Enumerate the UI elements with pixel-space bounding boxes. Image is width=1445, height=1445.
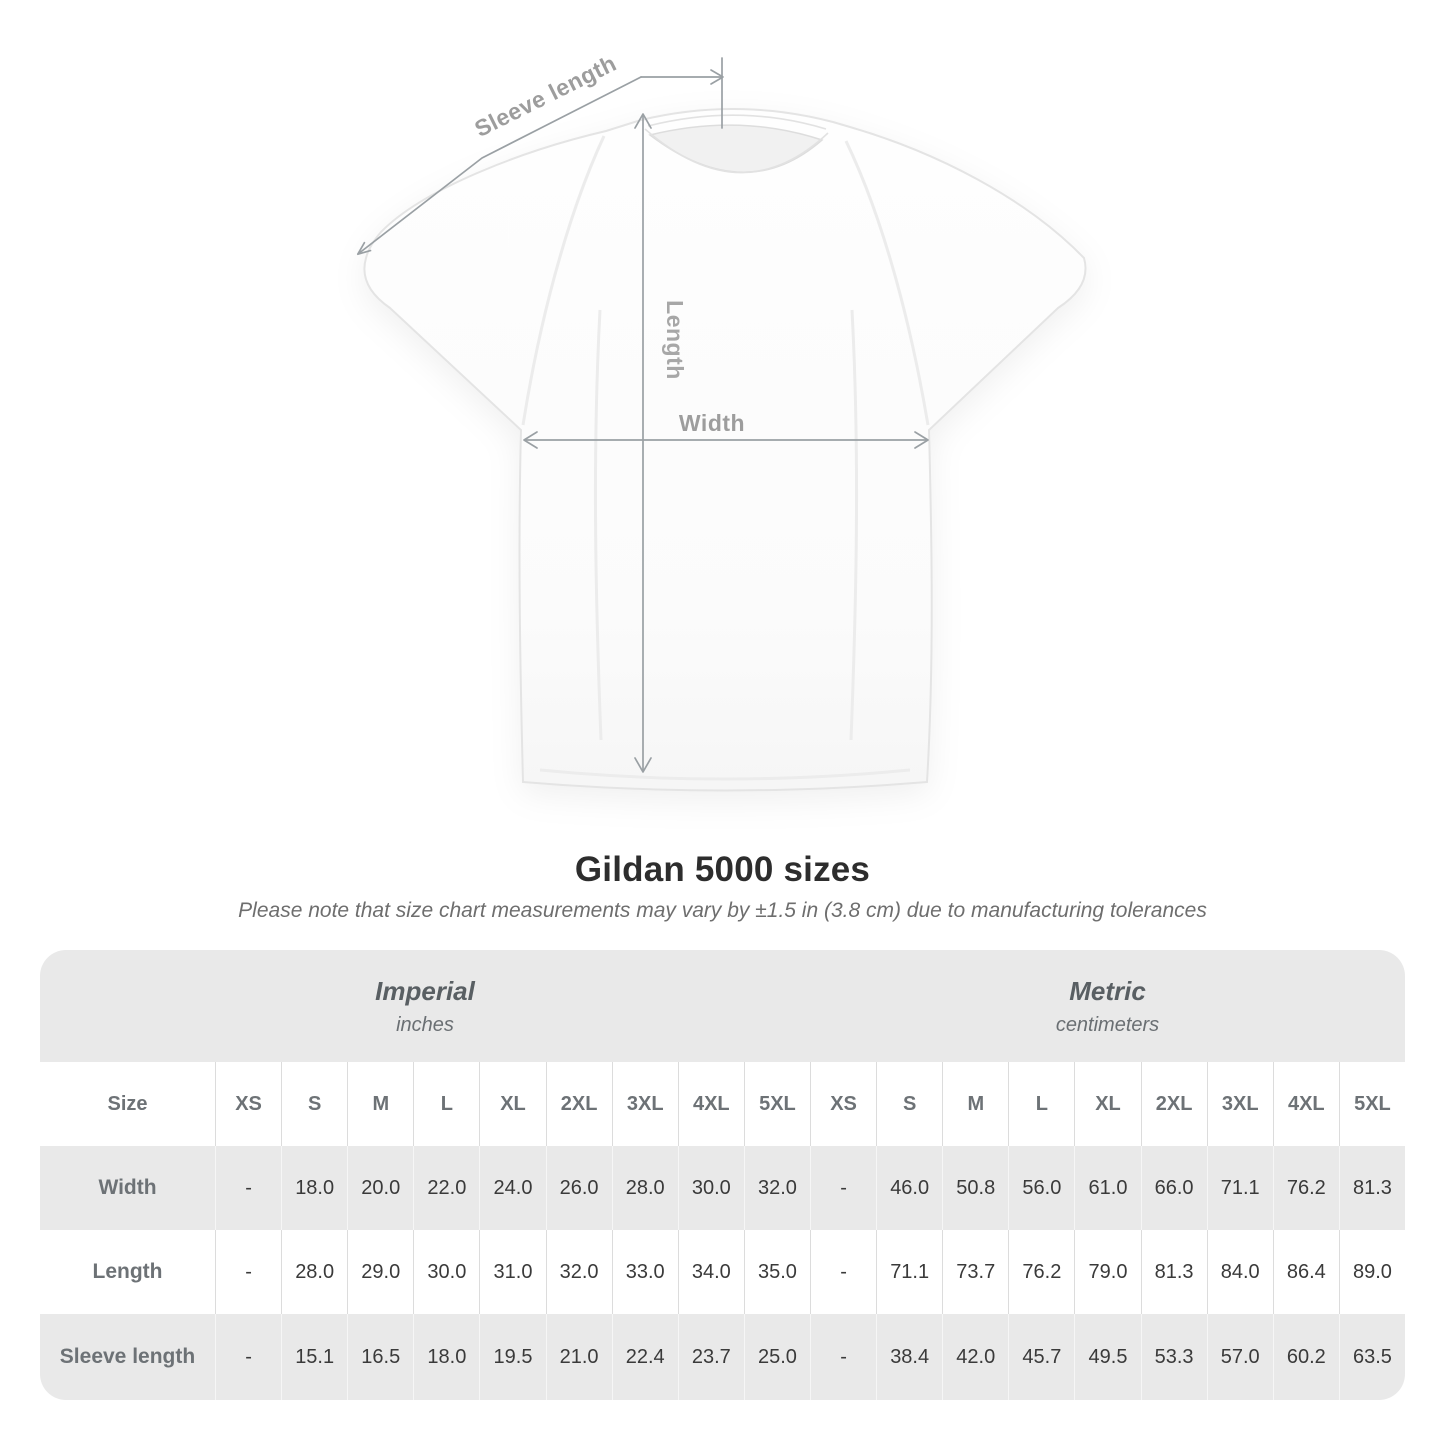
- size-header-cell: 3XL: [611, 1062, 678, 1146]
- value-cell: 66.0: [1140, 1146, 1207, 1230]
- value-cell: 22.4: [611, 1314, 678, 1400]
- value-cell: 45.7: [1008, 1314, 1075, 1400]
- value-cell: 31.0: [479, 1230, 546, 1314]
- value-cell: 18.0: [281, 1146, 348, 1230]
- length-arrow: [634, 113, 652, 773]
- sleeve-length-arrow: [356, 57, 724, 256]
- value-cell: 29.0: [347, 1230, 414, 1314]
- tshirt-graphic: [363, 108, 1087, 792]
- value-cell: -: [215, 1146, 282, 1230]
- value-cell: 81.3: [1338, 1146, 1405, 1230]
- value-cell: 89.0: [1338, 1230, 1405, 1314]
- size-header-cell: XL: [479, 1062, 546, 1146]
- size-column-header: Size: [40, 1062, 215, 1146]
- value-cell: 63.5: [1338, 1314, 1405, 1400]
- size-header-cell: M: [347, 1062, 414, 1146]
- value-cell: 38.4: [876, 1314, 943, 1400]
- value-cell: 81.3: [1140, 1230, 1207, 1314]
- value-cell: -: [810, 1314, 877, 1400]
- value-cell: 26.0: [545, 1146, 612, 1230]
- section-name: Metric: [1069, 975, 1146, 1006]
- value-cell: 79.0: [1074, 1230, 1141, 1314]
- width-label: Width: [679, 410, 745, 436]
- value-cell: 76.2: [1272, 1146, 1339, 1230]
- size-header-cell: S: [281, 1062, 348, 1146]
- size-header-cell: L: [1008, 1062, 1075, 1146]
- size-header-cell: M: [942, 1062, 1009, 1146]
- size-header-cell: 2XL: [545, 1062, 612, 1146]
- value-cell: 32.0: [743, 1146, 810, 1230]
- size-header-cell: 2XL: [1140, 1062, 1207, 1146]
- value-cell: 28.0: [611, 1146, 678, 1230]
- value-cell: 16.5: [347, 1314, 414, 1400]
- value-cell: -: [215, 1314, 282, 1400]
- value-cell: 20.0: [347, 1146, 414, 1230]
- value-cell: 60.2: [1272, 1314, 1339, 1400]
- size-header-cell: L: [413, 1062, 480, 1146]
- size-header-cell: XL: [1074, 1062, 1141, 1146]
- section-name: Imperial: [375, 975, 475, 1006]
- size-header-cell: 4XL: [1272, 1062, 1339, 1146]
- size-header-cell: 5XL: [1338, 1062, 1405, 1146]
- row-label: Sleeve length: [40, 1314, 215, 1400]
- value-cell: -: [215, 1230, 282, 1314]
- value-cell: 57.0: [1206, 1314, 1273, 1400]
- value-cell: 28.0: [281, 1230, 348, 1314]
- size-table: Imperial inches Metric centimeters Size XS S M L…: [40, 950, 1405, 1400]
- sleeve-length-label: Sleeve length: [470, 50, 620, 142]
- value-cell: 46.0: [876, 1146, 943, 1230]
- row-label: Length: [40, 1230, 215, 1314]
- value-cell: 19.5: [479, 1314, 546, 1400]
- value-cell: 76.2: [1008, 1230, 1075, 1314]
- tshirt-size-diagram: Sleeve length Length Width: [356, 50, 1087, 792]
- value-cell: 56.0: [1008, 1146, 1075, 1230]
- value-cell: 30.0: [677, 1146, 744, 1230]
- value-cell: 35.0: [743, 1230, 810, 1314]
- value-cell: 71.1: [1206, 1146, 1273, 1230]
- value-cell: 25.0: [743, 1314, 810, 1400]
- value-cell: 50.8: [942, 1146, 1009, 1230]
- section-unit: inches: [396, 1013, 454, 1036]
- value-cell: 34.0: [677, 1230, 744, 1314]
- value-cell: 53.3: [1140, 1314, 1207, 1400]
- length-label: Length: [662, 300, 688, 380]
- row-label: Width: [40, 1146, 215, 1230]
- value-cell: -: [810, 1230, 877, 1314]
- value-cell: 23.7: [677, 1314, 744, 1400]
- size-header-cell: S: [876, 1062, 943, 1146]
- tolerance-note: Please note that size chart measurements…: [238, 899, 1207, 922]
- value-cell: 30.0: [413, 1230, 480, 1314]
- value-cell: 61.0: [1074, 1146, 1141, 1230]
- value-cell: 86.4: [1272, 1230, 1339, 1314]
- size-header-cell: 3XL: [1206, 1062, 1273, 1146]
- value-cell: 21.0: [545, 1314, 612, 1400]
- value-cell: 18.0: [413, 1314, 480, 1400]
- value-cell: 33.0: [611, 1230, 678, 1314]
- value-cell: 24.0: [479, 1146, 546, 1230]
- value-cell: 84.0: [1206, 1230, 1273, 1314]
- width-arrow: [523, 431, 929, 449]
- value-cell: 71.1: [876, 1230, 943, 1314]
- metric-section-header: Metric centimeters: [810, 950, 1405, 1062]
- value-cell: 49.5: [1074, 1314, 1141, 1400]
- value-cell: 15.1: [281, 1314, 348, 1400]
- value-cell: -: [810, 1146, 877, 1230]
- value-cell: 73.7: [942, 1230, 1009, 1314]
- section-unit: centimeters: [1055, 1013, 1160, 1036]
- size-header-cell: 5XL: [743, 1062, 810, 1146]
- value-cell: 32.0: [545, 1230, 612, 1314]
- imperial-section-header: Imperial inches: [40, 950, 810, 1062]
- size-header-cell: 4XL: [677, 1062, 744, 1146]
- value-cell: 42.0: [942, 1314, 1009, 1400]
- page-title: Gildan 5000 sizes: [574, 850, 871, 889]
- value-cell: 22.0: [413, 1146, 480, 1230]
- size-header-cell: XS: [215, 1062, 282, 1146]
- size-header-cell: XS: [810, 1062, 877, 1146]
